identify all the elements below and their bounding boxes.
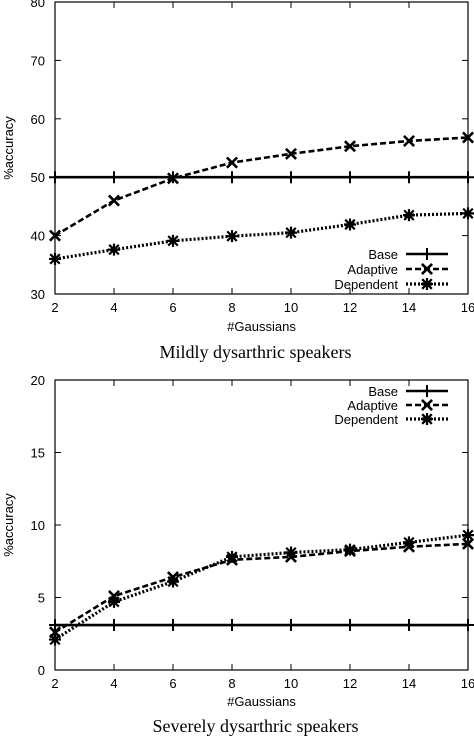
data-point-adaptive — [343, 140, 357, 153]
legend-label: Base — [368, 247, 398, 262]
y-tick-label: 30 — [31, 287, 45, 302]
y-tick-label: 70 — [31, 53, 45, 68]
data-point-dependent — [226, 550, 238, 563]
legend-marker-base — [421, 385, 433, 397]
series-adaptive — [48, 131, 474, 242]
data-point-adaptive — [402, 134, 416, 148]
series-dependent — [49, 529, 474, 646]
data-point-dependent — [285, 546, 297, 559]
x-tick-label: 14 — [402, 676, 416, 691]
data-point-dependent — [403, 536, 415, 549]
y-tick-label: 10 — [31, 518, 45, 533]
x-tick-label: 6 — [169, 300, 176, 315]
y-tick-label: 40 — [31, 229, 45, 244]
legend-marker-adaptive — [420, 262, 434, 276]
y-tick-label: 5 — [38, 591, 45, 606]
x-tick-label: 2 — [51, 300, 58, 315]
y-axis-label: %accuracy — [1, 493, 16, 557]
data-point-adaptive — [225, 156, 239, 169]
data-point-base — [226, 619, 238, 632]
legend-label: Base — [368, 384, 398, 399]
x-tick-label: 16 — [461, 676, 474, 691]
data-point-adaptive — [461, 131, 474, 144]
series-line-adaptive — [54, 542, 469, 634]
data-point-adaptive — [107, 194, 121, 207]
y-tick-label: 20 — [31, 373, 45, 388]
data-point-dependent — [226, 230, 238, 243]
data-point-adaptive — [284, 147, 298, 160]
x-tick-label: 12 — [343, 676, 357, 691]
x-tick-label: 12 — [343, 300, 357, 315]
x-tick-label: 14 — [402, 300, 416, 315]
y-tick-label: 15 — [31, 446, 45, 461]
data-point-base — [285, 171, 297, 184]
x-tick-label: 6 — [169, 676, 176, 691]
data-point-adaptive — [461, 537, 474, 550]
data-point-base — [403, 171, 415, 184]
data-point-dependent — [49, 252, 61, 265]
x-tick-label: 10 — [284, 676, 298, 691]
series-base — [49, 619, 474, 632]
data-point-dependent — [108, 595, 120, 608]
legend-label: Adaptive — [347, 262, 398, 277]
data-point-base — [344, 619, 356, 632]
x-tick-label: 4 — [110, 300, 117, 315]
data-point-base — [344, 171, 356, 184]
chart-caption: Severely dysarthric speakers — [153, 716, 359, 736]
legend-marker-dependent — [421, 278, 433, 290]
chart-caption: Mildly dysarthric speakers — [160, 342, 352, 362]
data-point-base — [403, 619, 415, 632]
data-point-dependent — [344, 543, 356, 556]
data-point-dependent — [462, 529, 474, 542]
x-tick-label: 10 — [284, 300, 298, 315]
chart-panel-2: 0 5 10 15 20 2 4 6 8 10 12 14 16 #Gaussians %accuracy S… — [1, 373, 474, 736]
data-point-base — [285, 619, 297, 632]
plot-frame — [54, 1, 469, 295]
y-tick-label: 50 — [31, 170, 45, 185]
data-point-base — [462, 171, 474, 184]
data-point-base — [108, 171, 120, 184]
x-tick-label: 16 — [461, 300, 474, 315]
data-point-dependent — [344, 218, 356, 231]
legend-marker-adaptive — [420, 398, 434, 412]
legend-label: Dependent — [334, 277, 398, 292]
x-axis-label: #Gaussians — [227, 694, 296, 709]
data-point-dependent — [403, 209, 415, 222]
y-tick-label: 0 — [38, 663, 45, 678]
legend-marker-base — [421, 248, 433, 260]
data-point-base — [49, 171, 61, 184]
data-point-dependent — [108, 243, 120, 256]
series-line-dependent — [54, 211, 469, 261]
data-point-adaptive — [48, 229, 62, 242]
x-tick-label: 8 — [228, 676, 235, 691]
y-tick-label: 60 — [31, 112, 45, 127]
plot-frame — [54, 379, 469, 671]
data-point-dependent — [285, 226, 297, 239]
data-point-base — [462, 619, 474, 632]
data-point-base — [49, 619, 61, 632]
series-line-dependent — [54, 533, 469, 641]
data-point-adaptive — [166, 172, 180, 185]
series-dependent — [49, 207, 474, 265]
series-line-adaptive — [54, 136, 469, 237]
chart-panel-1: 30 40 50 60 70 80 2 4 6 8 10 12 14 16 #Gaussians %accur… — [1, 0, 474, 362]
data-point-dependent — [167, 575, 179, 588]
data-point-base — [167, 619, 179, 632]
data-point-dependent — [462, 207, 474, 220]
x-tick-label: 8 — [228, 300, 235, 315]
x-tick-label: 4 — [110, 676, 117, 691]
data-point-base — [226, 171, 238, 184]
x-tick-label: 2 — [51, 676, 58, 691]
data-point-base — [108, 619, 120, 632]
y-axis-label: %accuracy — [1, 116, 16, 180]
legend-label: Dependent — [334, 412, 398, 427]
legend-marker-dependent — [421, 413, 433, 425]
series-base — [49, 171, 474, 184]
x-axis-label: #Gaussians — [227, 319, 296, 334]
data-point-dependent — [167, 234, 179, 247]
y-tick-label: 80 — [31, 0, 45, 10]
legend-label: Adaptive — [347, 398, 398, 413]
data-point-dependent — [49, 633, 61, 646]
